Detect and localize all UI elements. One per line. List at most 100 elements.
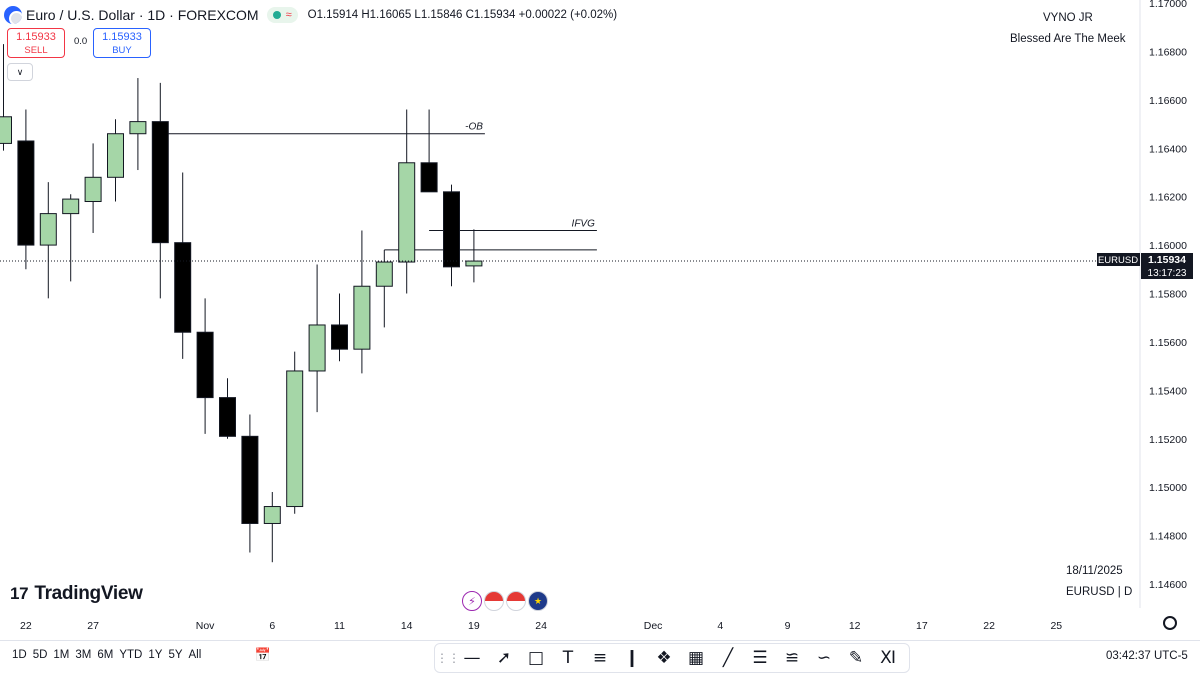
bear-candle-body bbox=[219, 397, 236, 437]
spread-value: 0.0 bbox=[74, 36, 88, 47]
candle bbox=[353, 230, 371, 374]
us-flag-event-icon[interactable] bbox=[484, 591, 504, 611]
bear-candle-body bbox=[151, 121, 169, 244]
calendar-range-icon[interactable]: 📅 bbox=[254, 647, 272, 662]
candles-layer bbox=[0, 44, 483, 563]
measure-icon[interactable]: Ⅺ bbox=[880, 648, 896, 668]
candle bbox=[219, 378, 236, 439]
last-price-label: EURUSD 1.15934 13:17:23 bbox=[1097, 253, 1193, 279]
currency-pair-icon bbox=[4, 6, 22, 24]
channel-icon[interactable]: ≌ bbox=[784, 648, 800, 668]
candle bbox=[331, 293, 348, 362]
bull-candle-body bbox=[84, 176, 102, 203]
candle bbox=[196, 298, 214, 434]
price-tick-label: 1.15600 bbox=[1149, 337, 1187, 349]
symbol-title[interactable]: Euro / U.S. Dollar · 1D · FOREXCOM bbox=[26, 7, 259, 23]
lightning-event-icon[interactable]: ⚡ bbox=[462, 591, 482, 611]
fib-icon[interactable]: ≡ bbox=[592, 648, 608, 668]
price-label-symbol: EURUSD bbox=[1098, 255, 1138, 266]
time-tick-label: 14 bbox=[401, 620, 413, 632]
axis-settings-icon[interactable] bbox=[1163, 616, 1177, 630]
symbol-legend[interactable]: Euro / U.S. Dollar · 1D · FOREXCOM ≈ O1.… bbox=[4, 4, 617, 26]
time-tick-label: 24 bbox=[535, 620, 547, 632]
rectangle-icon[interactable]: □ bbox=[527, 648, 545, 668]
bear-candle-body bbox=[420, 162, 438, 193]
time-tick-label: 4 bbox=[717, 620, 723, 632]
tradingview-logo[interactable]: 17 TradingView bbox=[10, 583, 143, 605]
time-tick-label: Nov bbox=[196, 620, 215, 632]
candle bbox=[62, 194, 80, 282]
price-label-countdown: 13:17:23 bbox=[1148, 268, 1187, 279]
drawing-toolbar: ⋮⋮ — ➚ □ T ≡ ❙ ❖ ▦ ╱ ☰ ≌ ∽ ✎ Ⅺ bbox=[434, 643, 910, 673]
time-tick-label: 22 bbox=[983, 620, 995, 632]
chevron-down-icon: ∨ bbox=[16, 67, 24, 77]
bull-candle-body bbox=[308, 324, 326, 372]
candle bbox=[263, 492, 281, 563]
economic-events[interactable]: ⚡ ★ bbox=[462, 591, 548, 611]
bull-candle-body bbox=[129, 121, 147, 135]
buy-label: BUY bbox=[112, 45, 132, 56]
range-5d[interactable]: 5D bbox=[32, 649, 48, 661]
bear-candle-body bbox=[241, 435, 259, 524]
grid-icon[interactable]: ▦ bbox=[687, 648, 705, 668]
bear-candle-body bbox=[196, 331, 214, 399]
price-label-symbol-bg bbox=[1097, 253, 1140, 266]
candle bbox=[375, 249, 393, 328]
market-status-badge[interactable]: ≈ bbox=[266, 7, 298, 23]
range-all[interactable]: All bbox=[188, 649, 202, 661]
buy-button[interactable]: 1.15933 BUY bbox=[93, 28, 151, 58]
grip-icon[interactable]: ⋮⋮ bbox=[436, 651, 460, 665]
price-axis[interactable]: 1.14600 1.14800 1.15000 1.15200 1.15400 1.156… bbox=[1149, 0, 1187, 591]
price-tick-label: 1.15400 bbox=[1149, 385, 1187, 397]
price-tick-label: 1.16600 bbox=[1149, 95, 1187, 107]
clock[interactable]: 03:42:37 UTC-5 bbox=[1106, 650, 1188, 662]
parallel-channel-icon[interactable]: ☰ bbox=[752, 648, 768, 668]
trend-line-icon[interactable]: ➚ bbox=[496, 648, 512, 668]
wave-icon: ≈ bbox=[285, 9, 292, 21]
long-position-icon[interactable]: ❙ bbox=[624, 648, 640, 668]
time-tick-label: 9 bbox=[785, 620, 791, 632]
price-tick-label: 1.14800 bbox=[1149, 531, 1187, 543]
us-flag-event-icon-2[interactable] bbox=[506, 591, 526, 611]
price-chart[interactable]: 1.14600 1.14800 1.15000 1.15200 1.15400 1.156… bbox=[0, 0, 1200, 640]
node-icon[interactable]: ❖ bbox=[656, 648, 672, 668]
watermark-name: VYNO JR bbox=[1043, 12, 1093, 24]
range-6m[interactable]: 6M bbox=[97, 649, 114, 661]
bull-candle-body bbox=[353, 285, 371, 350]
price-tick-label: 1.16200 bbox=[1149, 192, 1187, 204]
bear-candle-body bbox=[443, 191, 460, 268]
path-icon[interactable]: ∽ bbox=[816, 648, 832, 668]
tradingview-logo-text: TradingView bbox=[34, 583, 143, 604]
horizontal-line-icon[interactable]: — bbox=[463, 648, 481, 668]
text-icon[interactable]: T bbox=[562, 648, 574, 668]
candle bbox=[17, 109, 35, 270]
sell-button[interactable]: 1.15933 SELL bbox=[7, 28, 65, 58]
candle bbox=[0, 44, 12, 151]
range-5y[interactable]: 5Y bbox=[168, 649, 183, 661]
price-tick-label: 1.16400 bbox=[1149, 143, 1187, 155]
range-ytd[interactable]: YTD bbox=[119, 649, 143, 661]
range-3m[interactable]: 3M bbox=[75, 649, 92, 661]
candle bbox=[465, 229, 483, 283]
candle bbox=[308, 264, 326, 413]
watermark-symbol: EURUSD | D bbox=[1066, 586, 1133, 598]
watermark-date: 18/11/2025 bbox=[1066, 565, 1123, 577]
price-tick-label: 1.16800 bbox=[1149, 46, 1187, 58]
range-1y[interactable]: 1Y bbox=[148, 649, 163, 661]
price-tick-label: 1.15800 bbox=[1149, 289, 1187, 301]
range-1m[interactable]: 1M bbox=[53, 649, 70, 661]
range-1d[interactable]: 1D bbox=[12, 649, 27, 661]
ray-icon[interactable]: ╱ bbox=[722, 648, 734, 668]
brush-icon[interactable]: ✎ bbox=[848, 648, 864, 668]
candle bbox=[174, 172, 192, 359]
time-tick-label: 27 bbox=[87, 620, 99, 632]
eu-flag-event-icon[interactable]: ★ bbox=[528, 591, 548, 611]
price-tick-label: 1.15200 bbox=[1149, 434, 1187, 446]
bear-candle-body bbox=[331, 324, 348, 350]
candle bbox=[107, 119, 124, 202]
time-axis[interactable]: 22 27 Nov 6 11 14 19 24 Dec 4 9 12 17 22 25 bbox=[20, 620, 1062, 632]
legend-collapse-button[interactable]: ∨ bbox=[7, 63, 33, 81]
bull-candle-body bbox=[62, 198, 80, 215]
bull-candle-body bbox=[375, 261, 393, 287]
range-buttons: 1D 5D 1M 3M 6M YTD 1Y 5Y All bbox=[12, 649, 207, 661]
